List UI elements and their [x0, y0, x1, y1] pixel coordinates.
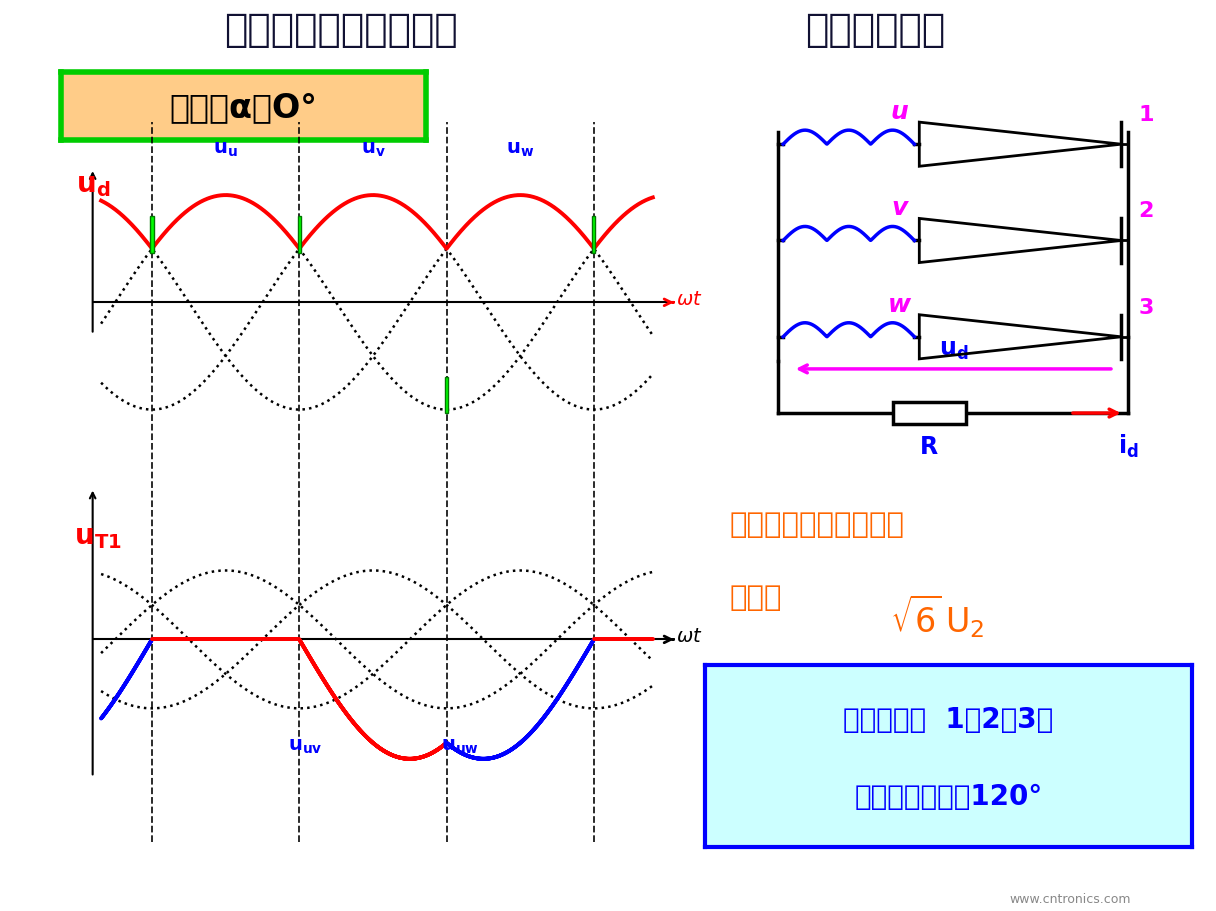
Text: 晶闸管承受的最大反向: 晶闸管承受的最大反向	[730, 511, 905, 538]
Text: 3: 3	[1138, 297, 1154, 317]
Text: $\mathbf{u_d}$: $\mathbf{u_d}$	[77, 171, 111, 200]
Text: $\sqrt{6}\,\mathrm{U}_2$: $\sqrt{6}\,\mathrm{U}_2$	[890, 591, 985, 639]
Bar	[151, 217, 153, 253]
Text: 电流连续，  1、2、3晶: 电流连续， 1、2、3晶	[844, 706, 1053, 733]
Text: R: R	[921, 435, 938, 458]
Text: $\omega t$: $\omega t$	[676, 290, 703, 309]
Text: 压降为: 压降为	[730, 584, 782, 611]
Bar	[592, 217, 596, 253]
Text: w: w	[888, 292, 912, 316]
Text: $\mathbf{u_v}$: $\mathbf{u_v}$	[361, 139, 385, 159]
Text: 2: 2	[1138, 201, 1154, 221]
Text: $\mathbf{u_u}$: $\mathbf{u_u}$	[213, 139, 238, 159]
Text: $\mathbf{i_d}$: $\mathbf{i_d}$	[1118, 433, 1139, 460]
Bar	[298, 217, 300, 253]
Text: u: u	[891, 100, 908, 124]
Text: $\mathbf{u_{uw}}$: $\mathbf{u_{uw}}$	[441, 736, 479, 755]
Bar	[893, 403, 966, 425]
Text: www.cntronics.com: www.cntronics.com	[1009, 892, 1131, 905]
Text: 1: 1	[1138, 105, 1154, 125]
Text: $\omega t$: $\omega t$	[676, 627, 703, 645]
Text: 三相半波可控整流电路: 三相半波可控整流电路	[224, 11, 457, 48]
Text: 控制角α＝O°: 控制角α＝O°	[169, 90, 317, 124]
Bar	[445, 377, 449, 414]
Text: $\mathbf{u_{uv}}$: $\mathbf{u_{uv}}$	[288, 736, 322, 755]
Text: 闸管导通角都为120°: 闸管导通角都为120°	[855, 783, 1042, 810]
Text: $\mathbf{u_d}$: $\mathbf{u_d}$	[939, 338, 968, 362]
Text: $\mathbf{u_{T1}}$: $\mathbf{u_{T1}}$	[74, 522, 122, 550]
Text: $\mathbf{u_w}$: $\mathbf{u_w}$	[506, 139, 534, 159]
Text: v: v	[891, 196, 908, 220]
Text: 纯电阻性负载: 纯电阻性负载	[805, 11, 946, 48]
